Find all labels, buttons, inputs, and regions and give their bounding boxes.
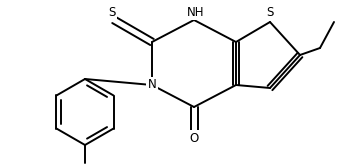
Text: S: S [108,6,116,19]
Text: S: S [266,6,274,19]
Text: NH: NH [187,6,205,19]
Text: N: N [148,79,156,92]
Text: O: O [189,132,198,144]
